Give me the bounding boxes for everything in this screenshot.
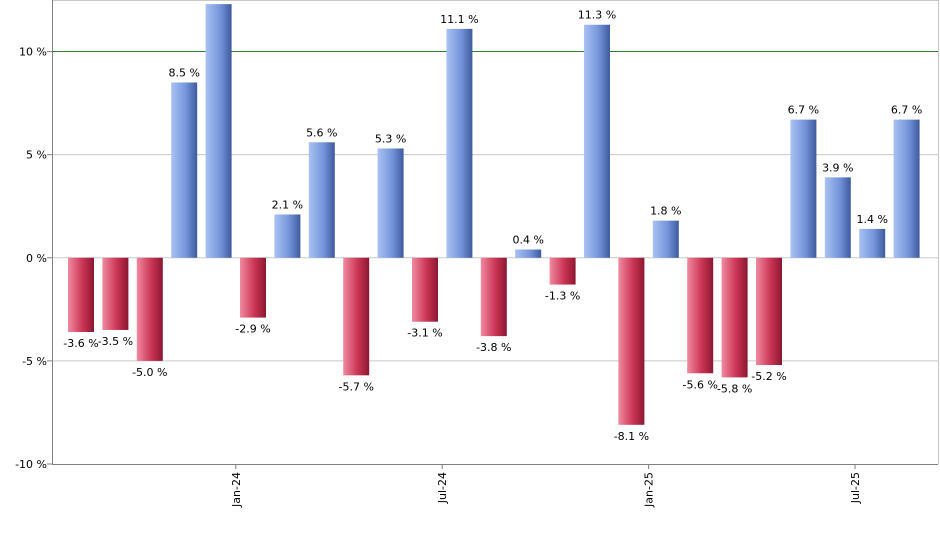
bar	[446, 28, 473, 258]
bar	[790, 119, 817, 258]
y-tick-label: 5 %	[26, 149, 47, 162]
data-label: 11.3 %	[578, 9, 616, 22]
data-label: 0.4 %	[512, 234, 543, 247]
bar	[102, 257, 129, 330]
data-label: 1.4 %	[856, 213, 887, 226]
bar	[756, 257, 782, 366]
bar	[171, 82, 198, 258]
bar	[412, 257, 438, 322]
data-label: -5.2 %	[751, 370, 786, 383]
data-labels: -3.6 %-3.5 % -5.0 % 8.5 % 12.3 % -2.9 % 2.1 %…	[63, 0, 922, 443]
bar	[274, 214, 301, 258]
bar	[480, 257, 507, 337]
y-tick-label: 10 %	[19, 46, 47, 59]
data-label: -2.9 %	[235, 323, 270, 336]
data-label: 5.3 %	[375, 132, 406, 145]
bar	[343, 257, 370, 376]
bar	[377, 148, 404, 258]
bar	[68, 257, 94, 333]
data-label: 11.1 %	[440, 13, 478, 26]
data-label: 6.7 %	[891, 104, 922, 117]
bar	[515, 249, 542, 258]
y-tick-label: 0 %	[26, 252, 47, 265]
data-label: -5.8 %	[717, 382, 752, 395]
bars	[68, 4, 920, 425]
data-label: -3.1 %	[407, 327, 442, 340]
data-label: 1.8 %	[650, 205, 681, 218]
bar	[893, 119, 920, 258]
bar	[308, 142, 335, 258]
data-label: -5.6 %	[682, 378, 717, 391]
data-label: -3.5 %	[98, 335, 133, 348]
axes: -10 % -5 % 0 % 5 % 10 % Jan-24 Jul-24 Jan-25 Jul…	[15, 0, 939, 508]
bar	[687, 257, 714, 374]
data-label: 12.3 %	[199, 0, 237, 1]
data-label: -3.8 %	[476, 341, 511, 354]
bar	[205, 4, 232, 258]
data-label: 5.6 %	[306, 126, 337, 139]
data-label: -1.3 %	[545, 290, 580, 303]
y-tick-label: -5 %	[22, 355, 47, 368]
bar	[584, 24, 610, 258]
data-label: 2.1 %	[272, 198, 303, 211]
data-label: 3.9 %	[822, 161, 853, 174]
data-label: 6.7 %	[788, 104, 819, 117]
bar	[240, 257, 266, 318]
data-label: -8.1 %	[614, 430, 649, 443]
y-tick-label: -10 %	[15, 458, 47, 471]
x-tick-label: Jul-24	[436, 472, 449, 504]
x-tick-label: Jan-25	[643, 472, 656, 508]
data-label: -3.6 %	[63, 337, 98, 350]
bar	[824, 177, 851, 258]
bar	[618, 257, 645, 425]
x-tick-label: Jan-24	[230, 472, 243, 508]
bar	[721, 257, 748, 378]
bar	[549, 257, 576, 285]
bar	[652, 220, 679, 258]
data-label: -5.7 %	[338, 380, 373, 393]
gridlines	[52, 0, 938, 362]
data-label: -5.0 %	[132, 366, 167, 379]
data-label: 8.5 %	[168, 66, 199, 79]
bar	[859, 228, 886, 258]
x-tick-label: Jul-25	[849, 472, 862, 504]
bar	[136, 257, 163, 361]
